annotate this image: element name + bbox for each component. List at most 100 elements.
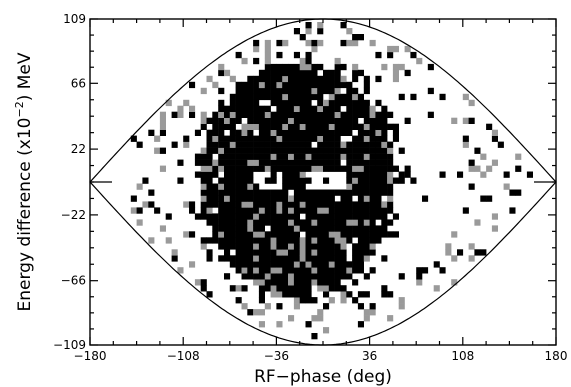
density-cell <box>328 123 335 130</box>
density-cell <box>282 135 289 142</box>
density-cell <box>293 147 300 154</box>
density-cell <box>224 213 231 220</box>
density-cell <box>276 129 283 136</box>
density-cell <box>305 165 312 172</box>
density-cell <box>212 141 219 148</box>
density-cell <box>387 153 394 160</box>
density-cell <box>189 261 196 268</box>
density-cell <box>352 225 359 232</box>
density-cell <box>334 255 341 262</box>
density-cell <box>218 225 225 232</box>
density-cell <box>282 219 289 226</box>
density-cell <box>235 267 242 274</box>
density-cell <box>323 261 330 268</box>
density-cell <box>311 297 318 304</box>
density-cell <box>247 189 254 196</box>
density-cell <box>375 111 382 118</box>
density-cell <box>503 183 510 190</box>
density-cell <box>346 81 353 89</box>
density-cell <box>340 261 347 268</box>
density-cell <box>311 93 318 101</box>
density-cell <box>235 99 242 107</box>
density-cell <box>334 225 341 232</box>
density-cell <box>334 153 341 160</box>
density-cell <box>293 273 300 280</box>
density-cell <box>247 165 254 172</box>
density-cell <box>241 159 248 166</box>
density-cell <box>200 207 207 214</box>
density-cell <box>317 28 324 35</box>
density-cell <box>451 255 458 262</box>
density-cell <box>299 87 306 95</box>
density-cell <box>346 117 353 124</box>
density-cell <box>328 279 335 286</box>
density-cell <box>363 189 370 196</box>
density-cell <box>323 159 330 166</box>
density-cell <box>323 69 330 77</box>
density-cell <box>299 147 306 154</box>
density-cell <box>369 219 376 226</box>
density-cell <box>218 117 225 124</box>
density-cell <box>183 231 190 238</box>
density-cell <box>241 189 248 196</box>
density-cell <box>235 117 242 124</box>
density-cell <box>299 135 306 142</box>
density-cell <box>369 165 376 172</box>
density-cell <box>288 81 295 89</box>
density-cell <box>334 213 341 220</box>
density-cell <box>264 135 271 142</box>
density-cell <box>229 189 236 196</box>
density-cell <box>270 123 277 130</box>
density-cell <box>468 99 475 107</box>
density-cell <box>224 207 231 214</box>
density-cell <box>276 99 283 107</box>
density-cell <box>375 201 382 208</box>
density-cell <box>352 213 359 220</box>
density-cell <box>258 321 265 328</box>
density-cell <box>317 189 324 196</box>
density-cell <box>253 159 260 166</box>
density-cell <box>375 171 382 178</box>
density-cell <box>247 147 254 154</box>
density-cell <box>357 93 364 101</box>
density-cell <box>346 195 353 202</box>
density-cell <box>247 273 254 280</box>
density-cell <box>352 231 359 238</box>
density-cell <box>293 249 300 256</box>
density-cell <box>346 93 353 101</box>
density-cell <box>410 177 417 184</box>
density-cell <box>241 195 248 202</box>
density-cell <box>311 219 318 226</box>
density-cell <box>154 207 161 214</box>
density-cell <box>264 267 271 274</box>
density-cell <box>224 165 231 172</box>
density-cell <box>299 261 306 268</box>
density-cell <box>206 183 213 190</box>
density-cell <box>299 63 306 71</box>
density-cell <box>282 153 289 160</box>
density-cell <box>311 153 318 160</box>
density-cell <box>159 147 166 154</box>
density-cell <box>375 141 382 148</box>
density-cell <box>404 165 411 172</box>
density-cell <box>206 213 213 220</box>
density-cell <box>206 129 213 136</box>
density-cell <box>282 255 289 262</box>
density-cell <box>276 159 283 166</box>
density-cell <box>323 153 330 160</box>
density-cell <box>235 141 242 148</box>
density-cell <box>346 201 353 208</box>
density-cell <box>229 255 236 262</box>
density-cell <box>253 195 260 202</box>
density-cell <box>235 87 242 95</box>
density-cell <box>352 159 359 166</box>
density-cell <box>305 105 312 112</box>
density-cell <box>363 315 370 322</box>
density-cell <box>392 177 399 184</box>
density-cell <box>253 261 260 268</box>
density-cell <box>363 177 370 184</box>
density-cell <box>363 117 370 124</box>
density-cell <box>317 22 324 29</box>
density-cell <box>241 105 248 112</box>
